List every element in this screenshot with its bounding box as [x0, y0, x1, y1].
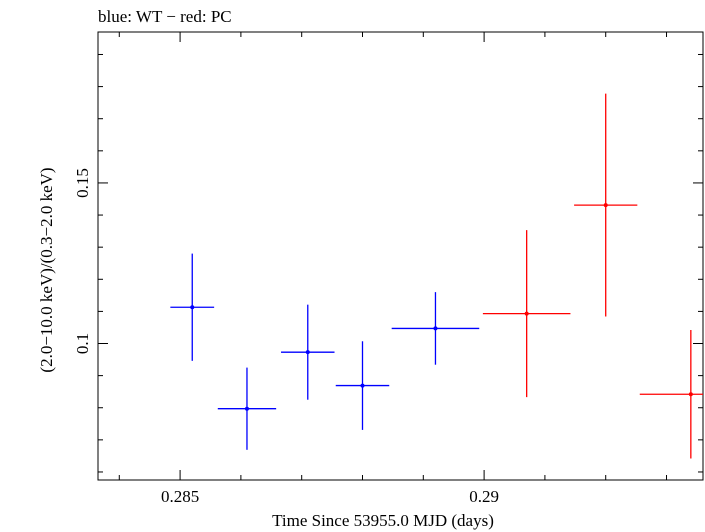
series-0	[170, 253, 480, 450]
axis-ticks	[98, 32, 703, 480]
data-point	[217, 367, 277, 450]
data-point	[170, 253, 215, 361]
data-point	[391, 292, 480, 365]
y-axis-label: (2.0−10.0 keV)/(0.3−2.0 keV)	[37, 167, 56, 372]
point-marker	[688, 392, 693, 397]
plot-frame	[97, 31, 704, 481]
data-point	[482, 230, 571, 398]
data-point	[639, 330, 703, 459]
x-tick-label: 0.285	[161, 487, 199, 506]
point-marker	[190, 305, 195, 310]
point-marker	[305, 350, 310, 355]
point-marker	[603, 203, 608, 208]
chart-title: blue: WT − red: PC	[98, 7, 232, 26]
point-marker	[360, 383, 365, 388]
point-marker	[524, 311, 529, 316]
x-axis-label: Time Since 53955.0 MJD (days)	[272, 511, 494, 530]
data-series	[170, 93, 703, 459]
y-tick-label: 0.15	[73, 168, 92, 198]
data-point	[281, 304, 335, 400]
data-point	[574, 93, 638, 317]
x-tick-label: 0.29	[469, 487, 499, 506]
data-point	[335, 341, 390, 430]
point-marker	[244, 406, 249, 411]
y-tick-labels: 0.1 0.15	[73, 168, 92, 354]
y-tick-label: 0.1	[73, 333, 92, 354]
series-1	[482, 93, 703, 459]
point-marker	[433, 326, 438, 331]
